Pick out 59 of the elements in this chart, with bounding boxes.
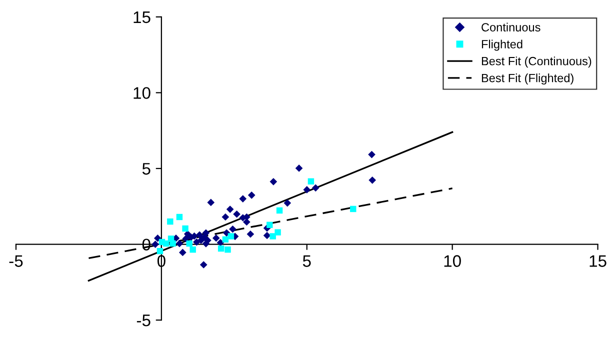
point bbox=[222, 213, 230, 221]
point bbox=[167, 218, 174, 225]
point bbox=[162, 240, 170, 247]
point bbox=[270, 233, 276, 240]
point bbox=[190, 246, 196, 253]
point bbox=[303, 186, 311, 194]
point bbox=[248, 192, 256, 199]
point bbox=[239, 195, 247, 202]
point bbox=[156, 248, 164, 254]
point bbox=[176, 240, 184, 248]
point bbox=[176, 214, 183, 220]
point bbox=[182, 235, 190, 242]
x-tick-label: 5 bbox=[302, 255, 311, 267]
point bbox=[222, 229, 230, 237]
x-tick-label: -5 bbox=[9, 255, 23, 267]
point bbox=[196, 231, 204, 239]
point bbox=[192, 238, 200, 246]
point bbox=[233, 210, 240, 218]
point bbox=[216, 238, 224, 246]
x-tick-label: 15 bbox=[590, 255, 606, 267]
point bbox=[229, 225, 236, 233]
point bbox=[222, 236, 229, 243]
y-tick-label: 5 bbox=[142, 163, 150, 175]
legend-label: Flighted bbox=[482, 40, 522, 51]
point bbox=[224, 246, 231, 253]
point bbox=[368, 176, 376, 184]
point bbox=[274, 229, 281, 236]
legend-label: Continuous bbox=[482, 22, 540, 32]
point bbox=[308, 178, 314, 184]
point bbox=[179, 248, 186, 256]
x-tick-label: 10 bbox=[444, 255, 461, 267]
point bbox=[350, 206, 356, 212]
point bbox=[246, 230, 254, 238]
point bbox=[186, 240, 192, 247]
point bbox=[368, 150, 376, 158]
point bbox=[228, 233, 234, 240]
point bbox=[284, 199, 292, 207]
point bbox=[202, 240, 210, 248]
point bbox=[212, 234, 220, 242]
y-tick-label: 15 bbox=[134, 11, 150, 24]
point bbox=[266, 222, 273, 228]
point bbox=[200, 261, 208, 268]
point bbox=[276, 207, 283, 214]
point bbox=[218, 245, 224, 252]
point bbox=[312, 184, 320, 192]
legend-label: Best Fit (Flighted) bbox=[482, 74, 574, 85]
point bbox=[154, 234, 162, 242]
point bbox=[170, 240, 176, 247]
point bbox=[182, 225, 188, 232]
point bbox=[200, 233, 208, 241]
y-tick-label: -5 bbox=[136, 314, 150, 326]
point bbox=[295, 164, 303, 172]
point bbox=[207, 198, 215, 206]
point bbox=[263, 232, 271, 240]
y-tick-label: 10 bbox=[134, 87, 150, 99]
point bbox=[226, 206, 234, 213]
point bbox=[152, 240, 160, 248]
point bbox=[270, 178, 278, 186]
legend-label: Best Fit (Continuous) bbox=[482, 56, 592, 68]
